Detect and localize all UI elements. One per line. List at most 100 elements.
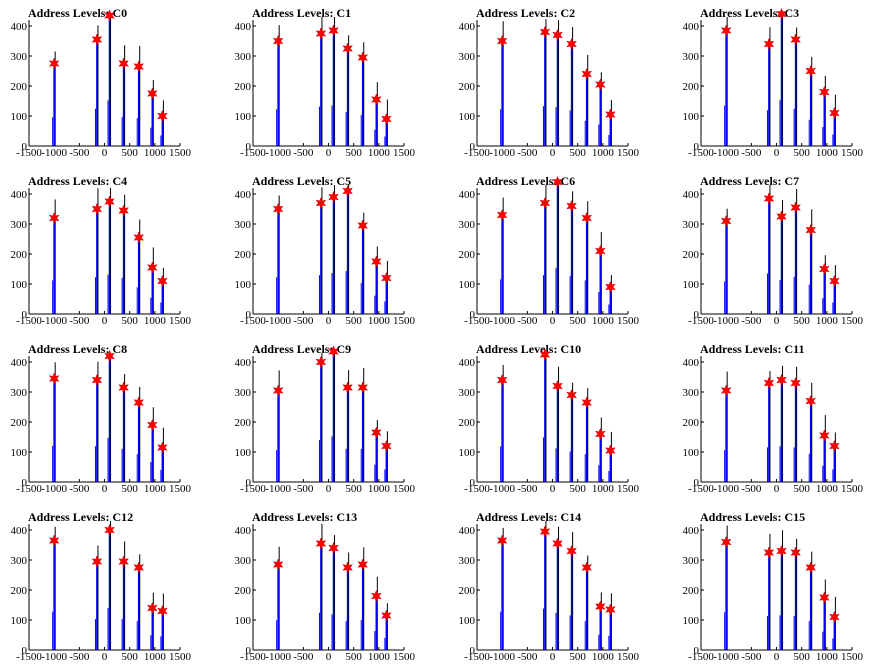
chart-title: Address Levels: C15 [700, 510, 805, 524]
x-tick-label: 0 [326, 651, 332, 663]
x-tick-label: -500 [69, 483, 90, 495]
star-marker [605, 444, 616, 457]
x-tick-label: 1500 [393, 651, 416, 663]
x-tick-label: 0 [774, 315, 780, 327]
star-marker [776, 373, 787, 387]
chart-title: Address Levels: C5 [252, 174, 351, 188]
star-marker [357, 558, 369, 571]
star-marker [381, 609, 392, 622]
chart-svg: Address Levels: C12 0 100 200 300 400 -1500 -10… [11, 510, 192, 663]
star-marker [357, 51, 369, 64]
x-tick-label: -1500 [240, 651, 266, 663]
x-tick-label: 1000 [816, 483, 839, 495]
x-tick-label: 500 [793, 147, 810, 159]
x-tick-label: -500 [741, 651, 762, 663]
y-tick-label: 100 [459, 615, 476, 627]
y-tick-label: 400 [459, 21, 476, 33]
star-marker [381, 112, 392, 126]
star-marker [720, 384, 732, 397]
y-tick-label: 0 [22, 141, 28, 153]
y-tick-label: 300 [11, 555, 28, 567]
y-tick-label: 200 [235, 81, 252, 93]
x-tick-label: 0 [102, 483, 108, 495]
x-tick-label: 0 [102, 147, 108, 159]
chart-svg: Address Levels: C2 0 100 200 300 400 -1500 -100… [459, 6, 640, 159]
star-marker [370, 426, 382, 439]
chart-svg: Address Levels: C8 0 100 200 300 400 -1500 -100… [11, 342, 192, 495]
y-tick-label: 200 [683, 81, 700, 93]
y-tick-label: 400 [459, 525, 476, 537]
y-tick-label: 400 [683, 189, 700, 201]
x-tick-label: 0 [102, 651, 108, 663]
y-tick-label: 0 [246, 477, 252, 489]
x-tick-label: -1000 [41, 483, 67, 495]
star-marker [552, 28, 563, 42]
star-marker [118, 555, 129, 568]
x-tick-label: -1000 [41, 651, 67, 663]
x-tick-label: 0 [326, 483, 332, 495]
star-marker [720, 535, 732, 549]
x-tick-label: -1500 [688, 315, 714, 327]
x-tick-label: -1000 [265, 315, 291, 327]
x-tick-label: 500 [569, 315, 586, 327]
y-tick-label: 100 [235, 279, 252, 291]
star-marker [315, 537, 327, 550]
y-tick-label: 0 [22, 645, 28, 657]
x-tick-label: 1500 [617, 147, 640, 159]
x-tick-label: -1000 [489, 483, 515, 495]
star-marker [381, 271, 392, 285]
y-tick-label: 300 [459, 555, 476, 567]
star-marker [790, 201, 801, 214]
star-marker [133, 231, 145, 244]
star-marker [829, 610, 840, 624]
star-marker [552, 175, 563, 189]
star-marker [118, 57, 129, 70]
y-tick-label: 100 [11, 447, 28, 459]
x-tick-label: 500 [793, 315, 810, 327]
y-tick-label: 200 [683, 249, 700, 261]
x-tick-label: 1000 [592, 483, 615, 495]
x-tick-label: -500 [69, 315, 90, 327]
star-marker [605, 280, 616, 294]
y-tick-label: 400 [235, 357, 252, 369]
chart-svg: Address Levels: C10 0 100 200 300 400 -1500 -10… [459, 342, 640, 495]
y-tick-label: 0 [694, 309, 700, 321]
x-tick-label: -1500 [16, 315, 42, 327]
chart-panel-c4: Address Levels: C4 0 100 200 300 400 -1500 -100… [0, 168, 224, 336]
star-marker [829, 106, 840, 120]
chart-svg: Address Levels: C1 0 100 200 300 400 -1500 -100… [235, 6, 416, 159]
x-tick-label: 0 [774, 147, 780, 159]
star-marker [104, 523, 115, 537]
star-marker [829, 439, 840, 453]
y-tick-label: 200 [235, 249, 252, 261]
x-tick-label: 1500 [841, 315, 864, 327]
chart-title: Address Levels: C9 [252, 342, 351, 356]
y-tick-label: 300 [235, 555, 252, 567]
star-marker [328, 541, 339, 555]
chart-svg: Address Levels: C5 0 100 200 300 400 -1500 -100… [235, 174, 416, 327]
y-tick-label: 0 [470, 477, 476, 489]
chart-panel-c6: Address Levels: C6 0 100 200 300 400 -1500 -100… [448, 168, 672, 336]
star-marker [118, 204, 129, 217]
x-tick-label: -1500 [240, 483, 266, 495]
y-tick-label: 300 [683, 51, 700, 63]
x-tick-label: 1500 [841, 483, 864, 495]
star-marker [315, 355, 327, 369]
x-tick-label: 0 [550, 651, 556, 663]
y-tick-label: 400 [11, 357, 28, 369]
star-marker [342, 184, 353, 198]
x-tick-label: -500 [517, 483, 538, 495]
chart-title: Address Levels: C11 [700, 342, 804, 356]
x-tick-label: 1000 [592, 651, 615, 663]
x-tick-label: -500 [293, 483, 314, 495]
star-marker [328, 345, 339, 358]
star-marker [342, 42, 353, 55]
x-tick-label: -1500 [240, 147, 266, 159]
chart-title: Address Levels: C3 [700, 6, 799, 20]
star-marker [594, 600, 606, 613]
x-tick-label: -1000 [713, 147, 739, 159]
star-marker [605, 108, 616, 121]
x-tick-label: -1500 [688, 651, 714, 663]
y-tick-label: 200 [11, 81, 28, 93]
star-marker [581, 67, 593, 81]
